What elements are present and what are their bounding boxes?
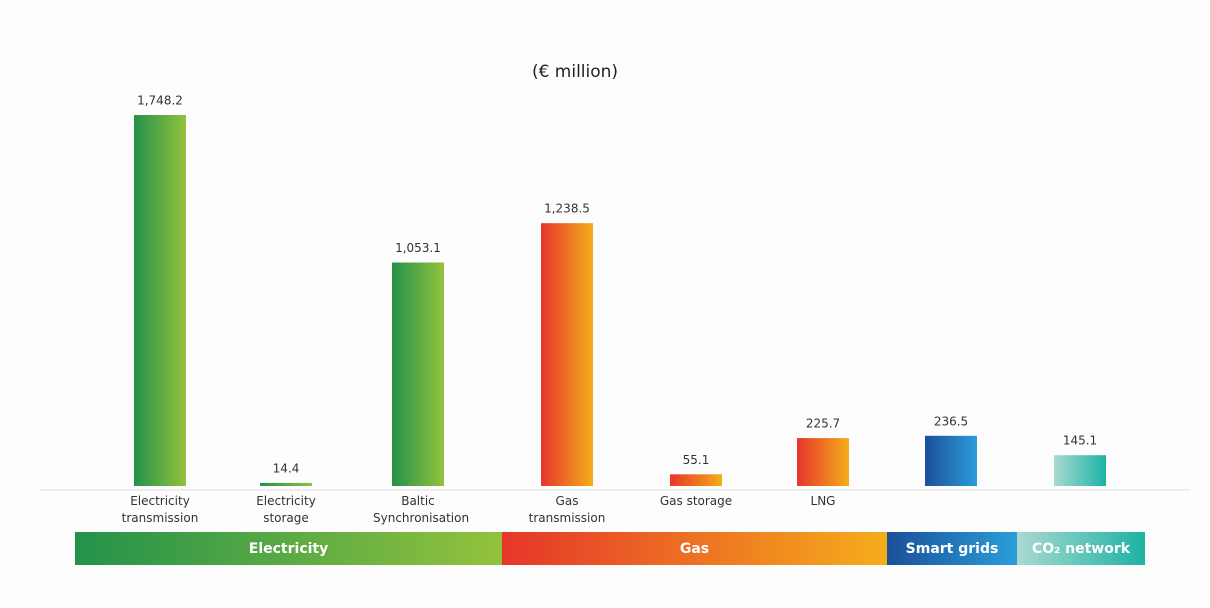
group-band	[75, 532, 502, 565]
x-tick-label: Electricity storage	[256, 494, 316, 525]
bar	[392, 262, 444, 486]
bar	[925, 435, 977, 486]
value-label: 55.1	[683, 453, 710, 467]
group-label: CO₂ network	[1032, 541, 1131, 557]
value-label: 236.5	[934, 414, 968, 428]
group-band	[502, 532, 887, 565]
x-tick-label: Baltic Synchronisation	[373, 494, 470, 525]
value-label: 1,748.2	[137, 94, 183, 108]
chart-title: (€ million)	[532, 62, 618, 82]
group-band	[1017, 532, 1145, 565]
x-tick-label: Gas storage	[659, 494, 733, 508]
x-tick-label: Gas transmission	[528, 494, 606, 525]
value-label: 14.4	[273, 461, 300, 475]
bar	[797, 438, 849, 486]
value-label: 1,238.5	[544, 202, 590, 216]
x-tick-label: LNG	[810, 494, 836, 508]
bar	[670, 474, 722, 486]
bar	[541, 223, 593, 486]
x-tick-label: Electricity transmission	[121, 494, 199, 525]
bar	[1054, 455, 1106, 486]
group-label: Electricity	[249, 541, 328, 557]
value-label: 1,053.1	[395, 241, 441, 255]
bar	[260, 482, 312, 486]
group-band	[887, 532, 1017, 565]
value-label: 145.1	[1063, 434, 1097, 448]
value-label: 225.7	[806, 417, 840, 431]
group-label: Gas	[680, 541, 709, 557]
group-label: Smart grids	[906, 541, 999, 557]
bar	[134, 115, 186, 486]
